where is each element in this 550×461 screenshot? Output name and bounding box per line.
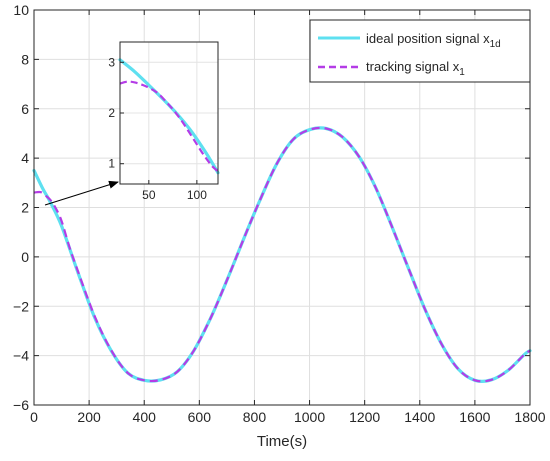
legend-label-tracking-sub: 1 xyxy=(459,67,465,78)
inset-y-tick-label: 1 xyxy=(108,157,115,171)
inset-y-tick-label: 2 xyxy=(108,106,115,120)
x-axis-label: Time(s) xyxy=(257,433,307,450)
y-tick-label: 10 xyxy=(13,2,29,18)
y-tick-label: −4 xyxy=(13,348,29,364)
main-series-layer xyxy=(32,126,532,383)
inset-x-tick-label: 100 xyxy=(187,188,207,202)
x-tick-label: 1000 xyxy=(294,409,325,425)
y-tick-label: 8 xyxy=(21,51,29,67)
y-tick-label: 6 xyxy=(21,101,29,117)
x-tick-label: 0 xyxy=(30,409,38,425)
inset-x-tick-label: 50 xyxy=(142,188,156,202)
series-tracking-line xyxy=(33,126,531,383)
x-tick-label: 1200 xyxy=(349,409,380,425)
inset-grid xyxy=(120,42,218,184)
x-tick-label: 1800 xyxy=(514,409,545,425)
y-tick-label: 2 xyxy=(21,200,29,216)
legend: ideal position signal x1d tracking signa… xyxy=(309,19,531,83)
main-ticks xyxy=(33,9,531,406)
y-tick-label: 4 xyxy=(21,150,29,166)
x-tick-label: 400 xyxy=(133,409,157,425)
inset-series-tracking-line xyxy=(119,80,219,173)
inset-y-tick-label: 3 xyxy=(108,55,115,69)
x-tick-label: 1600 xyxy=(459,409,490,425)
y-tick-label: −2 xyxy=(13,298,29,314)
legend-label-ideal: ideal position signal x1d xyxy=(366,31,501,50)
x-tick-label: 600 xyxy=(188,409,212,425)
legend-box xyxy=(309,19,531,83)
legend-label-ideal-sub: 1d xyxy=(490,39,501,50)
x-tick-label: 1400 xyxy=(404,409,435,425)
legend-label-tracking-main: tracking signal x xyxy=(366,59,460,74)
inset-ticks xyxy=(120,61,198,184)
y-tick-label: 0 xyxy=(21,249,29,265)
inset-tick-labels: 50 100 1 2 3 xyxy=(108,55,207,202)
inset-plot: 50 100 1 2 3 xyxy=(108,41,220,202)
x-tick-label: 800 xyxy=(243,409,267,425)
zoom-arrow xyxy=(44,180,119,206)
inset-series-layer xyxy=(118,58,220,175)
legend-label-tracking: tracking signal x1 xyxy=(366,59,465,78)
x-tick-label: 200 xyxy=(77,409,101,425)
y-tick-label: −6 xyxy=(13,397,29,413)
legend-label-ideal-main: ideal position signal x xyxy=(366,31,490,46)
main-tick-labels: 0 200 400 600 800 1000 1200 1400 1600 1800 −6 −4 −2 0… xyxy=(13,2,546,425)
